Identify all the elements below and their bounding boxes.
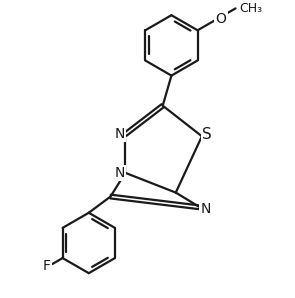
Text: CH₃: CH₃ (239, 2, 262, 15)
Text: N: N (115, 127, 125, 141)
Text: O: O (216, 12, 226, 26)
Text: N: N (200, 202, 211, 216)
Text: F: F (43, 259, 51, 273)
Text: N: N (115, 166, 125, 180)
Text: S: S (202, 127, 212, 142)
